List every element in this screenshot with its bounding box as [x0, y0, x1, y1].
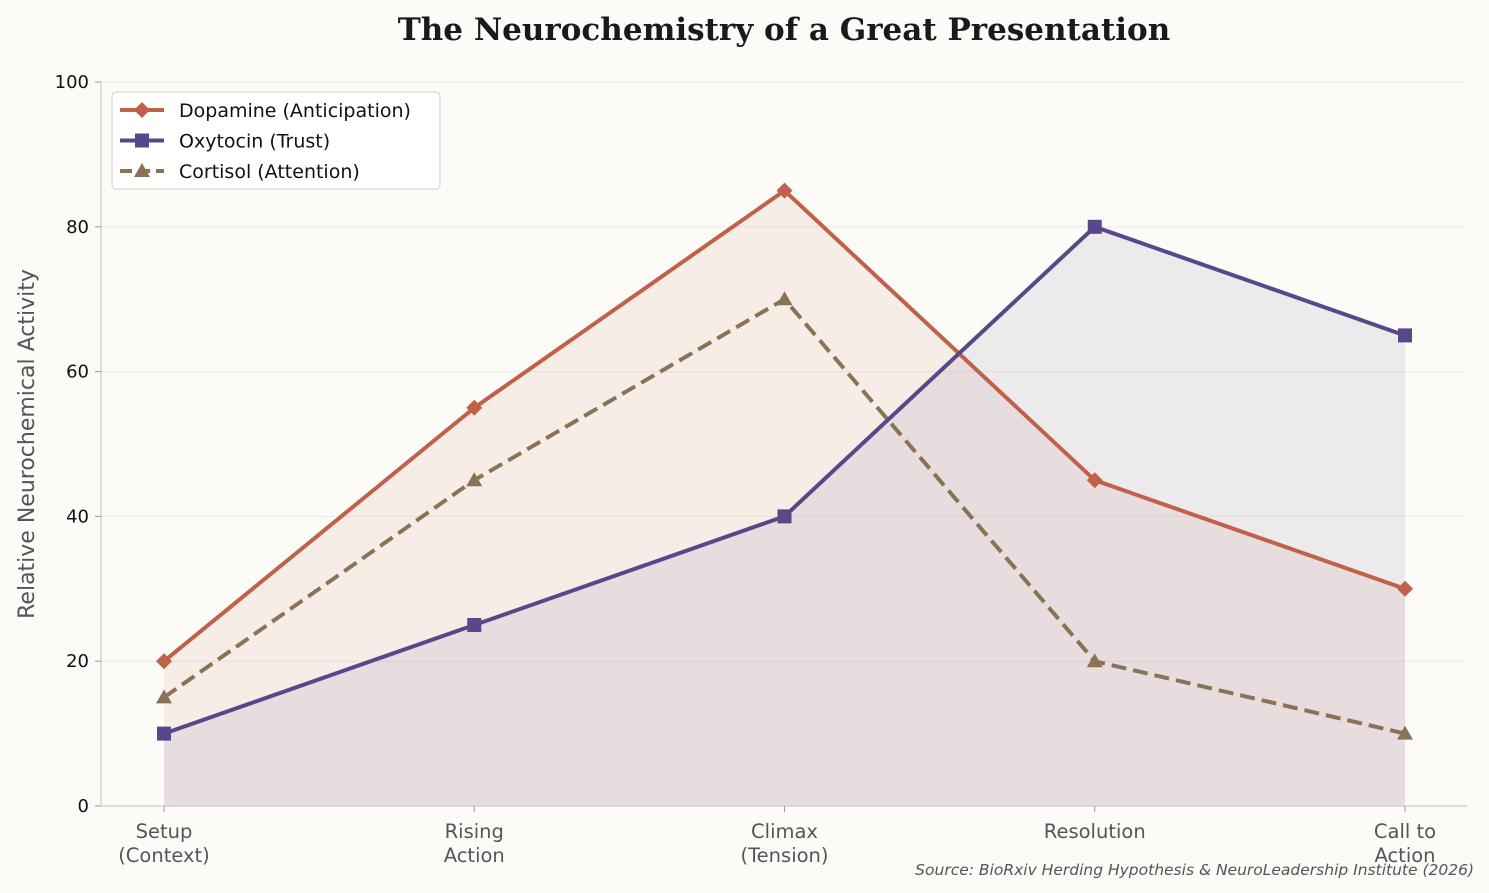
square-marker — [467, 618, 482, 632]
triangle-marker — [466, 472, 483, 487]
square-marker — [777, 509, 792, 524]
square-marker — [135, 133, 149, 148]
x-tick-label: Setup (Context) — [118, 820, 210, 867]
x-tick-label: Call to Action — [1374, 820, 1436, 867]
legend-item-dopamine: Dopamine (Anticipation) — [120, 100, 411, 122]
x-tick-label-line: (Tension) — [740, 844, 828, 867]
y-axis-label: Relative Neurochemical Activity — [15, 269, 40, 619]
x-tick-label: Climax (Tension) — [740, 820, 828, 867]
x-tick-label-line: Setup — [136, 820, 193, 843]
diamond-marker — [1086, 472, 1103, 489]
legend-item-oxytocin: Oxytocin (Trust) — [120, 131, 330, 153]
x-tick-label-line: Rising — [445, 820, 504, 843]
grid — [101, 81, 1467, 662]
square-marker — [1087, 219, 1102, 234]
diamond-marker — [1397, 580, 1413, 597]
chart-title: The Neurochemistry of a Great Presentati… — [398, 12, 1171, 48]
series-lines — [156, 182, 1413, 741]
x-tick-label-line: (Context) — [118, 844, 210, 867]
diamond-marker — [134, 102, 150, 118]
triangle-marker — [1086, 653, 1103, 668]
y-tick-label: 100 — [55, 72, 89, 93]
y-tick-label: 80 — [66, 217, 89, 238]
diamond-marker — [156, 653, 172, 670]
legend-label: Cortisol (Attention) — [179, 161, 360, 183]
oxytocin-series — [157, 219, 1412, 741]
legend-box — [111, 91, 441, 190]
area-fills — [164, 190, 1405, 807]
dopamine-area — [164, 190, 1405, 807]
y-tick-label: 20 — [66, 651, 89, 672]
y-tick-label: 0 — [78, 796, 89, 817]
x-tick-label-line: Call to — [1374, 820, 1436, 843]
legend: Dopamine (Anticipation) Oxytocin (Trust) C… — [111, 91, 441, 190]
legend-label: Oxytocin (Trust) — [179, 131, 330, 153]
x-tick-label-line: Resolution — [1044, 820, 1146, 843]
diamond-marker — [466, 399, 483, 416]
y-tick-label: 60 — [66, 362, 89, 383]
triangle-marker — [134, 163, 150, 177]
x-tick-label-line: Climax — [751, 820, 818, 843]
square-marker — [1398, 328, 1412, 343]
x-tick-label-line: Action — [444, 844, 505, 867]
source-note: Source: BioRxiv Herding Hypothesis & Neu… — [915, 861, 1474, 879]
legend-item-cortisol: Cortisol (Attention) — [120, 161, 360, 183]
x-tick-label: Rising Action — [444, 820, 505, 867]
triangle-marker — [776, 291, 793, 306]
triangle-marker — [1397, 725, 1413, 740]
cortisol-series — [156, 291, 1413, 740]
y-tick-label: 40 — [66, 506, 89, 527]
dopamine-series — [156, 182, 1413, 670]
square-marker — [157, 726, 171, 741]
y-ticks: 0 20 40 60 80 100 — [55, 72, 101, 817]
x-tick-label-line: Action — [1374, 844, 1435, 867]
x-tick-label: Resolution — [1044, 820, 1146, 843]
legend-label: Dopamine (Anticipation) — [179, 100, 411, 122]
triangle-marker — [156, 689, 172, 704]
diamond-marker — [776, 182, 793, 199]
